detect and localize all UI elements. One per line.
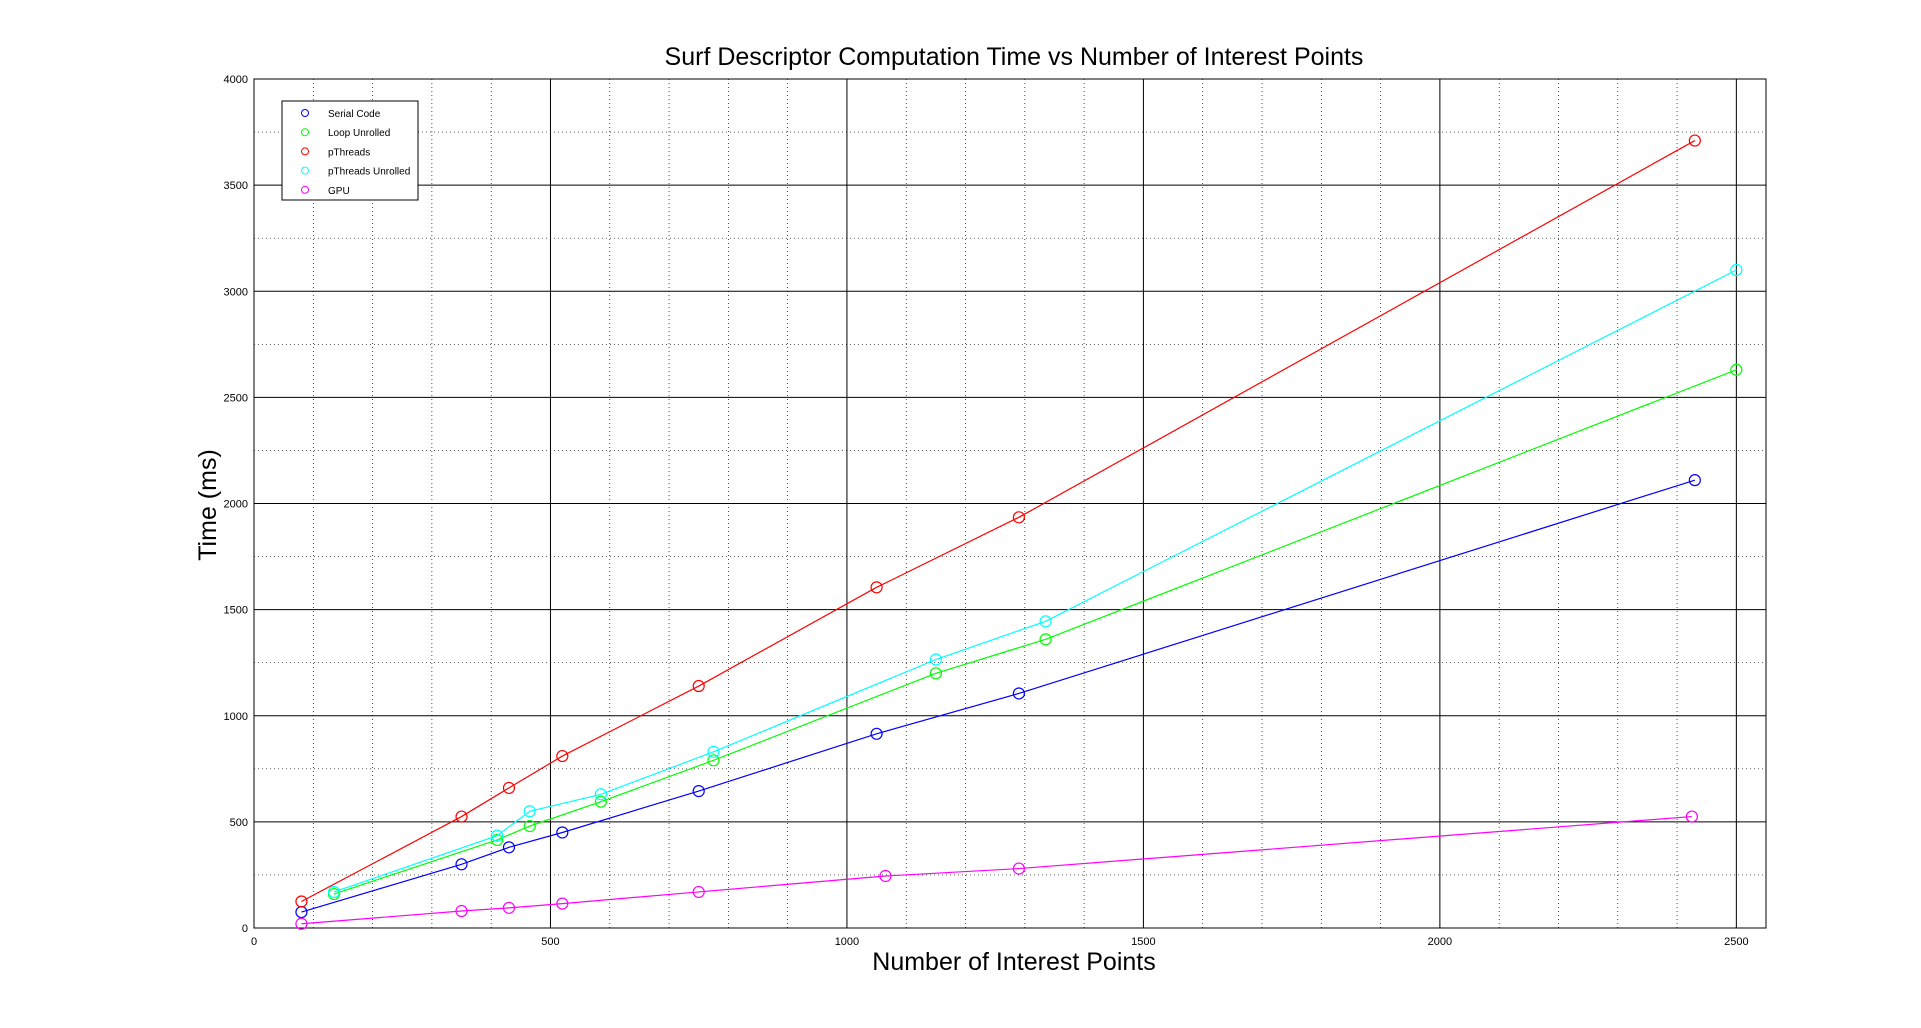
data-point-serial-code — [556, 826, 569, 839]
data-point-pthreads-unrolled — [523, 805, 536, 818]
y-tick-label: 1500 — [224, 605, 248, 617]
data-point-pthreads — [870, 581, 883, 594]
data-point-loop-unrolled — [929, 667, 942, 680]
legend-marker-pthreads — [301, 147, 309, 156]
data-point-loop-unrolled — [1730, 363, 1743, 376]
y-tick-label: 4000 — [224, 74, 248, 86]
data-point-pthreads-unrolled — [327, 885, 341, 899]
y-tick-label: 1000 — [224, 711, 248, 723]
data-point-pthreads — [502, 781, 516, 795]
legend: Serial Code Loop Unrolled pThreads pThreads… — [281, 100, 419, 201]
data-point-loop-unrolled — [1039, 633, 1052, 646]
series-line-pthreads-unrolled — [333, 269, 1737, 893]
y-tick-label: 0 — [242, 923, 248, 935]
y-tick-label: 3500 — [224, 180, 248, 192]
data-point-loop-unrolled — [594, 795, 607, 808]
data-point-serial-code — [692, 784, 705, 798]
x-tick-label: 1000 — [835, 936, 859, 948]
data-point-pthreads-unrolled — [1730, 263, 1743, 277]
legend-label-pthreads-unrolled: pThreads Unrolled — [328, 167, 410, 178]
x-axis-ticks: 0 500 1000 1500 2000 2500 — [251, 936, 1749, 948]
y-tick-label: 2000 — [224, 499, 248, 511]
data-point-gpu — [502, 901, 516, 914]
series-layer — [295, 134, 1743, 930]
data-point-pthreads — [295, 895, 308, 908]
y-tick-label: 3000 — [224, 286, 248, 298]
data-point-serial-code — [502, 841, 516, 854]
x-axis-label: Number of Interest Points — [872, 948, 1155, 976]
x-tick-label: 2500 — [1724, 936, 1748, 948]
legend-label-loop-unrolled: Loop Unrolled — [328, 128, 390, 139]
y-tick-label: 500 — [230, 817, 248, 829]
data-point-pthreads-unrolled — [1039, 615, 1052, 628]
series-line-serial-code — [301, 479, 1696, 913]
data-point-gpu — [1012, 862, 1025, 875]
data-point-serial-code — [870, 727, 883, 740]
data-point-gpu — [556, 897, 569, 910]
data-point-loop-unrolled — [523, 820, 536, 833]
data-point-pthreads-unrolled — [707, 745, 720, 758]
data-point-gpu — [1685, 810, 1698, 823]
legend-marker-serial-code — [301, 109, 309, 117]
data-point-pthreads-unrolled — [491, 829, 504, 842]
major-gridlines — [254, 79, 1766, 928]
data-point-loop-unrolled — [491, 833, 504, 847]
data-point-serial-code — [1688, 474, 1701, 487]
data-point-loop-unrolled — [707, 754, 720, 767]
data-point-pthreads — [1688, 134, 1701, 147]
data-point-gpu — [455, 904, 468, 918]
series-line-gpu — [301, 815, 1692, 925]
legend-marker-pthreads-unrolled — [301, 166, 309, 175]
legend-box — [281, 100, 419, 201]
data-point-pthreads — [1012, 511, 1025, 524]
data-point-serial-code — [455, 858, 468, 871]
y-axis-ticks: 0 500 1000 1500 2000 2500 3000 3500 4000 — [224, 74, 248, 935]
data-point-gpu — [879, 869, 892, 883]
legend-label-pthreads: pThreads — [328, 147, 370, 158]
legend-marker-gpu — [301, 185, 309, 194]
legend-marker-loop-unrolled — [301, 128, 309, 137]
x-tick-label: 500 — [541, 936, 559, 948]
chart-title: Surf Descriptor Computation Time vs Numb… — [665, 43, 1364, 71]
data-point-pthreads — [692, 679, 705, 693]
legend-label-gpu: GPU — [328, 186, 350, 197]
data-point-pthreads — [556, 749, 569, 763]
x-tick-label: 2000 — [1428, 936, 1452, 948]
data-point-gpu — [295, 917, 308, 930]
data-point-pthreads — [455, 810, 468, 823]
y-tick-label: 2500 — [224, 392, 248, 404]
series-line-pthreads — [301, 140, 1696, 903]
plot-area: 0 500 1000 1500 2000 2500 0 500 1000 1500 2000 250… — [224, 74, 1767, 948]
data-point-serial-code — [1012, 687, 1025, 700]
y-axis-label: Time (ms) — [194, 449, 222, 561]
data-point-pthreads-unrolled — [929, 653, 942, 666]
data-point-gpu — [692, 885, 705, 899]
legend-label-serial-code: Serial Code — [328, 109, 381, 120]
x-tick-label: 1500 — [1131, 936, 1155, 948]
data-point-pthreads-unrolled — [594, 788, 607, 801]
x-tick-label: 0 — [251, 936, 257, 948]
